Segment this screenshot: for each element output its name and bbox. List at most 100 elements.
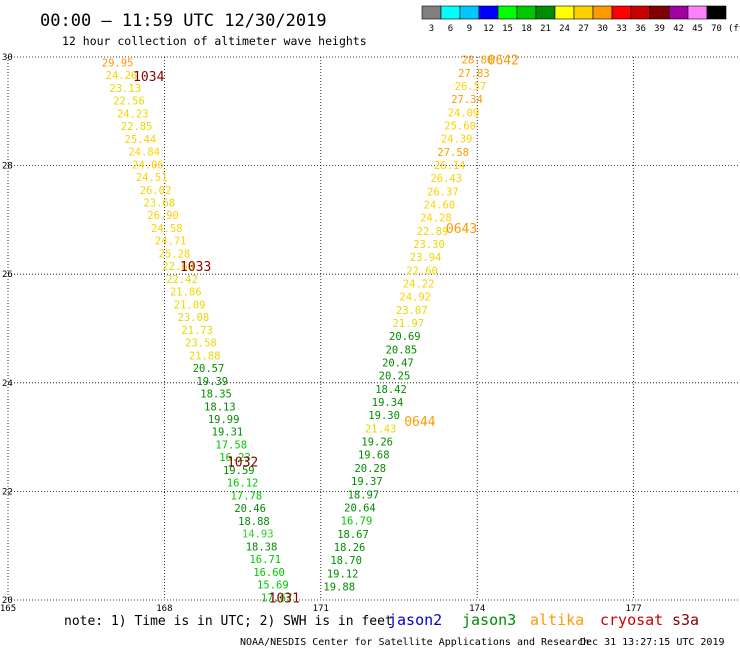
wave-height-value: 16.23 (219, 452, 251, 464)
wave-height-value: 22.60 (162, 261, 194, 273)
legend-label-45: 45 (692, 24, 703, 34)
x-tick-label: 168 (156, 604, 172, 614)
wave-height-value: 23.30 (413, 239, 445, 251)
wave-height-value: 20.47 (382, 358, 414, 370)
wave-height-value: 20.46 (234, 503, 266, 515)
wave-height-value: 22.85 (121, 121, 153, 133)
wave-height-value: 18.97 (348, 489, 380, 501)
wave-height-value: 14.93 (242, 529, 274, 541)
wave-height-value: 24.92 (399, 292, 431, 304)
footer-credit: NOAA/NESDIS Center for Satellite Applica… (240, 637, 589, 648)
mission-jason2: jason2 (388, 611, 442, 629)
legend-label-27: 27 (578, 24, 589, 34)
wave-height-value: 21.73 (181, 325, 213, 337)
wave-height-value: 20.69 (389, 331, 421, 343)
wave-height-value: 23.68 (143, 198, 175, 210)
legend-label-3: 3 (429, 24, 434, 34)
wave-height-value: 21.43 (365, 423, 397, 435)
wave-height-value: 19.88 (323, 581, 355, 593)
wave-height-value: 22.89 (417, 226, 449, 238)
y-tick-label: 20 (2, 596, 13, 606)
pass-time-label-1033: 1033 (180, 260, 211, 275)
legend-swatch-42 (668, 5, 689, 20)
wave-height-value: 24.71 (155, 236, 187, 248)
wave-height-value: 18.67 (337, 529, 369, 541)
wave-height-value: 20.64 (344, 502, 376, 514)
wave-height-value: 23.94 (410, 252, 442, 264)
legend-label-33: 33 (616, 24, 627, 34)
legend-swatch-39 (649, 5, 670, 20)
wave-height-value: 19.30 (368, 410, 400, 422)
wave-height-value: 18.35 (200, 389, 232, 401)
wave-height-value: 16.12 (227, 478, 259, 490)
footer-note: note: 1) Time is in UTC; 2) SWH is in fe… (64, 614, 393, 629)
wave-height-value: 29.95 (102, 57, 134, 69)
wave-height-value: 26.90 (147, 210, 179, 222)
legend-label-42: 42 (673, 24, 684, 34)
legend-swatch-36 (630, 5, 651, 20)
y-tick-label: 28 (2, 162, 13, 172)
wave-height-value: 20.57 (193, 363, 225, 375)
legend-swatch-27 (573, 5, 594, 20)
wave-height-value: 26.43 (430, 173, 462, 185)
legend-swatch-9 (459, 5, 480, 20)
wave-height-value: 24.84 (128, 147, 160, 159)
wave-height-value: 25.60 (444, 121, 476, 133)
track-west: 29.9524.2623.1322.5624.2322.8525.4424.84… (102, 57, 293, 604)
wave-height-value: 17.58 (215, 439, 247, 451)
legend-label-15: 15 (502, 24, 513, 34)
wave-height-value: 22.56 (113, 96, 145, 108)
wave-height-value: 24.23 (117, 108, 149, 120)
wave-height-value: 24.28 (420, 213, 452, 225)
mission-altika: altika (530, 611, 584, 629)
pass-time-label-0644: 0644 (404, 415, 435, 430)
wave-height-value: 19.99 (208, 414, 240, 426)
wave-height-value: 17.67 (261, 592, 293, 604)
wave-height-value: 22.60 (406, 265, 438, 277)
wave-height-value: 23.07 (396, 305, 428, 317)
wave-height-value: 24.51 (136, 172, 168, 184)
wave-height-value: 26.14 (434, 160, 466, 172)
y-tick-label: 26 (2, 270, 13, 280)
wave-height-value: 27.83 (458, 68, 490, 80)
legend-label-70: 70 (711, 24, 722, 34)
legend-swatch-21 (535, 5, 556, 20)
wave-height-value: 24.22 (403, 279, 435, 291)
y-tick-label: 24 (2, 379, 13, 389)
pass-time-label-0643: 0643 (446, 222, 477, 237)
chart-subtitle: 12 hour collection of altimeter wave hei… (62, 34, 367, 48)
wave-height-value: 24.26 (106, 70, 138, 82)
wave-height-value: 18.26 (334, 542, 366, 554)
y-tick-label: 30 (2, 53, 13, 63)
legend-label-36: 36 (635, 24, 646, 34)
legend-swatch-45 (687, 5, 708, 20)
wave-height-value: 16.60 (253, 567, 285, 579)
x-tick-label: 165 (0, 604, 16, 614)
wave-height-value: 25.44 (125, 134, 157, 146)
mission-s3a: s3a (672, 611, 699, 629)
x-tick-label: 177 (625, 604, 641, 614)
legend-swatch-6 (440, 5, 461, 20)
wave-height-value: 21.97 (392, 318, 424, 330)
wave-height-value: 20.28 (354, 463, 386, 475)
axis-tick-labels: 20 22 24 26 28 30 165 168 171 174 177 (0, 53, 642, 614)
wave-height-value: 22.42 (166, 274, 198, 286)
wave-height-value: 23.58 (185, 338, 217, 350)
wave-height-value: 25.28 (159, 248, 191, 260)
pass-time-labels: 1034 1033 1032 1031 0642 0643 0644 (133, 54, 519, 607)
wave-height-value: 21.86 (170, 287, 202, 299)
wave-height-value: 28.80 (462, 55, 494, 67)
grid-lines (7, 56, 740, 601)
wave-height-value: 16.71 (249, 554, 281, 566)
wave-height-value: 19.68 (358, 450, 390, 462)
wave-height-value: 24.39 (441, 134, 473, 146)
legend-label-12: 12 (483, 24, 494, 34)
wave-height-value: 26.02 (140, 185, 172, 197)
wave-height-value: 15.69 (257, 580, 289, 592)
pass-time-label-1034: 1034 (133, 70, 164, 85)
wave-height-value: 26.37 (427, 186, 459, 198)
mission-cryosat: cryosat (600, 611, 663, 629)
wave-height-value: 24.58 (151, 223, 183, 235)
